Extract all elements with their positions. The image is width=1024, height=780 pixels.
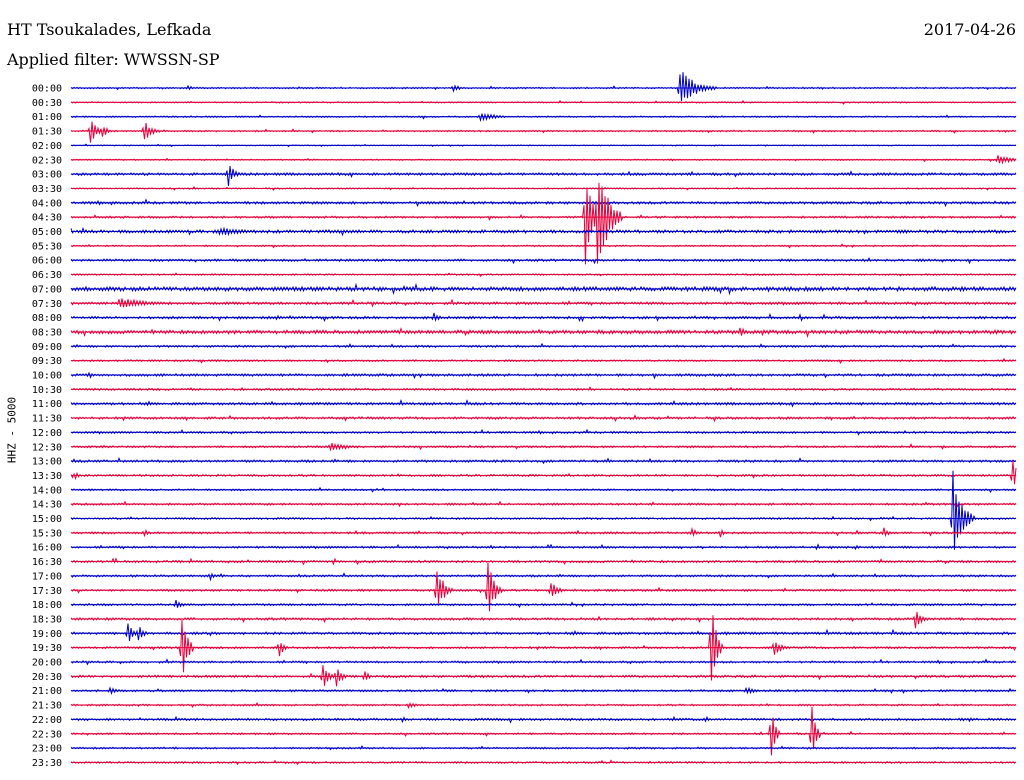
row-time-label: 12:00 [32, 428, 62, 439]
row-time-label: 05:00 [32, 227, 62, 238]
row-time-label: 15:00 [32, 514, 62, 525]
station-title: HT Tsoukalades, Lefkada [7, 20, 212, 39]
row-time-label: 05:30 [32, 241, 62, 252]
trace-row [70, 526, 1017, 538]
trace-row [70, 611, 1017, 629]
row-time-label: 02:00 [32, 141, 62, 152]
trace-row [70, 312, 1017, 323]
row-time-label: 00:00 [32, 84, 62, 95]
row-time-label: 22:30 [32, 729, 62, 740]
row-time-label: 23:30 [32, 758, 62, 769]
row-time-label: 04:00 [32, 198, 62, 209]
row-time-label: 14:30 [32, 500, 62, 511]
trace-row [70, 226, 1017, 237]
row-time-label: 01:00 [32, 112, 62, 123]
row-time-label: 17:30 [32, 586, 62, 597]
row-time-label: 17:00 [32, 571, 62, 582]
row-time-label: 18:30 [32, 614, 62, 625]
row-time-label: 08:00 [32, 313, 62, 324]
trace-row [70, 715, 1017, 724]
row-time-label: 06:30 [32, 270, 62, 281]
row-time-label: 11:30 [32, 414, 62, 425]
row-time-label: 22:00 [32, 715, 62, 726]
row-time-label: 07:00 [32, 284, 62, 295]
row-time-label: 14:00 [32, 485, 62, 496]
trace-row [70, 665, 1017, 687]
row-time-label: 02:30 [32, 155, 62, 166]
row-time-label: 13:00 [32, 457, 62, 468]
row-time-label: 08:30 [32, 327, 62, 338]
row-time-label: 18:00 [32, 600, 62, 611]
trace-row [70, 386, 1017, 392]
trace-row [70, 615, 1017, 681]
trace-row [70, 182, 1017, 265]
row-time-label: 06:00 [32, 256, 62, 267]
row-time-label: 10:30 [32, 385, 62, 396]
row-time-label: 03:00 [32, 170, 62, 181]
trace-row [70, 686, 1017, 696]
trace-row [70, 623, 1017, 642]
row-time-label: 01:30 [32, 127, 62, 138]
row-time-label: 21:00 [32, 686, 62, 697]
trace-row [70, 166, 1017, 187]
trace-row [70, 298, 1017, 308]
row-time-label: 20:00 [32, 658, 62, 669]
trace-row [70, 562, 1017, 612]
filter-label: Applied filter: WWSSN-SP [7, 50, 220, 69]
record-date: 2017-04-26 [923, 20, 1016, 39]
row-time-label: 19:00 [32, 629, 62, 640]
row-time-label: 19:30 [32, 643, 62, 654]
row-time-label: 10:00 [32, 371, 62, 382]
row-time-label: 13:30 [32, 471, 62, 482]
trace-row [70, 572, 1017, 582]
trace-row [70, 272, 1017, 278]
row-time-label: 07:30 [32, 299, 62, 310]
trace-row [70, 72, 1017, 102]
row-time-label: 15:30 [32, 528, 62, 539]
row-time-label: 09:00 [32, 342, 62, 353]
trace-row [70, 327, 1017, 339]
row-time-label: 23:00 [32, 744, 62, 755]
row-time-label: 09:30 [32, 356, 62, 367]
trace-row [70, 282, 1017, 296]
row-time-label: 16:30 [32, 557, 62, 568]
trace-row [70, 599, 1017, 608]
row-time-label: 03:30 [32, 184, 62, 195]
trace-row [70, 461, 1017, 485]
row-time-label: 12:30 [32, 442, 62, 453]
row-time-label: 00:30 [32, 98, 62, 109]
trace-row [70, 121, 1017, 143]
row-time-label: 04:30 [32, 213, 62, 224]
row-time-label: 21:30 [32, 701, 62, 712]
trace-row [70, 428, 1017, 436]
trace-row [70, 470, 1017, 550]
row-time-label: 11:00 [32, 399, 62, 410]
row-time-label: 20:30 [32, 672, 62, 683]
row-time-label: 16:00 [32, 543, 62, 554]
